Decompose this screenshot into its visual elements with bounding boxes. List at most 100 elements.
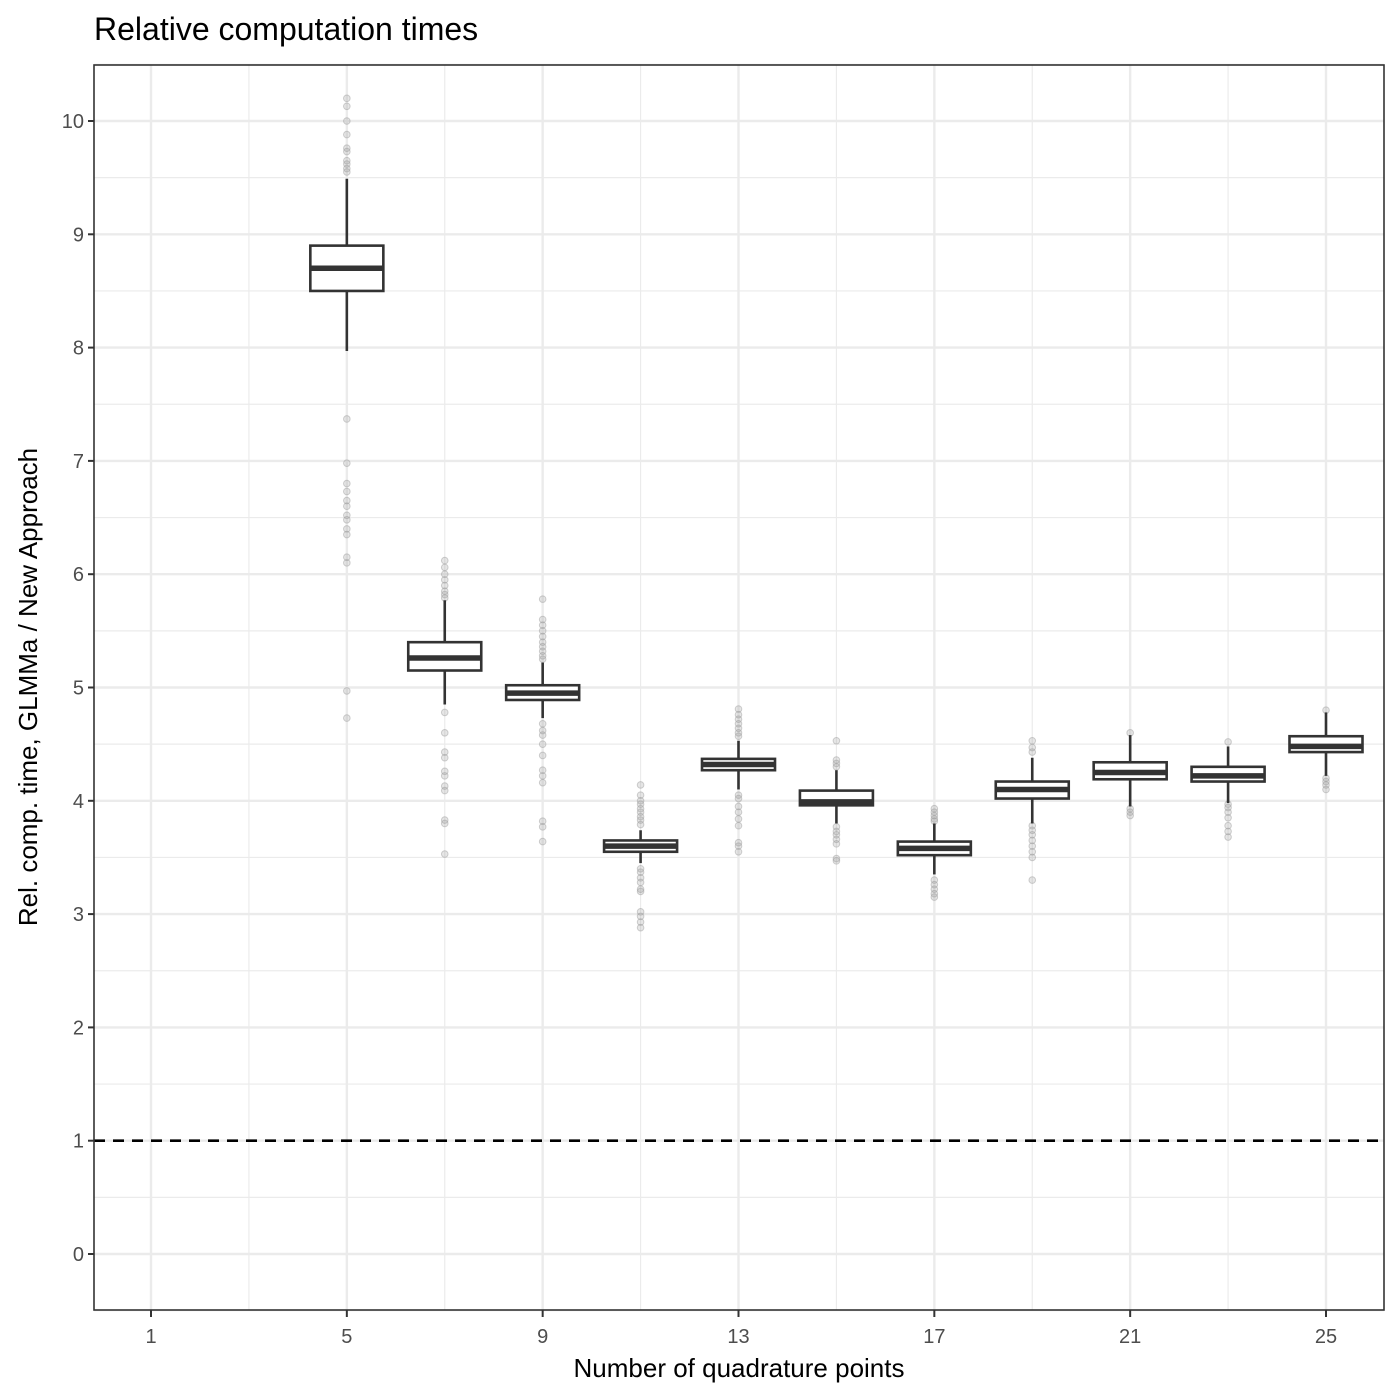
outlier-point — [440, 708, 449, 717]
outlier-point — [734, 808, 743, 816]
outlier-point — [1126, 808, 1134, 816]
outlier-point — [930, 893, 939, 901]
boxplot-21 — [1092, 735, 1168, 807]
outlier-point — [832, 827, 841, 836]
x-tick-label: 9 — [537, 1326, 548, 1348]
outlier-point — [538, 772, 547, 780]
boxplot-19 — [994, 757, 1071, 824]
x-axis-title: Number of quadrature points — [574, 1353, 905, 1383]
boxplot-15 — [798, 770, 875, 824]
outlier-point — [636, 800, 645, 808]
outlier-point — [636, 912, 645, 921]
outlier-point — [1224, 821, 1232, 830]
outlier-point — [343, 164, 351, 173]
y-tick-label: 6 — [73, 564, 84, 586]
outlier-point — [734, 821, 743, 830]
x-tick-label: 1 — [145, 1326, 156, 1348]
boxplot-11 — [602, 830, 679, 864]
boxplot-23 — [1190, 746, 1266, 804]
outlier-point — [538, 726, 547, 735]
outlier-point — [832, 854, 841, 863]
outlier-point — [832, 823, 841, 831]
boxplot-5 — [309, 178, 385, 351]
outlier-point — [734, 719, 743, 728]
outlier-point — [440, 782, 449, 790]
outlier-point — [343, 525, 351, 533]
outlier-point — [636, 864, 645, 873]
outlier-point — [343, 130, 351, 139]
outlier-point — [636, 885, 645, 893]
outlier-point — [636, 868, 645, 876]
outlier-point — [538, 627, 547, 635]
outlier-point — [734, 802, 743, 811]
outlier-point — [538, 778, 547, 787]
boxplot-25 — [1288, 712, 1364, 776]
outlier-point — [440, 753, 449, 762]
outlier-point — [440, 556, 449, 565]
boxplot-17 — [896, 823, 973, 875]
outlier-point — [440, 587, 449, 595]
outlier-point — [636, 887, 645, 896]
outlier-point — [343, 415, 351, 423]
outlier-point — [832, 759, 841, 768]
outlier-point — [1028, 826, 1037, 835]
outlier-point — [636, 812, 645, 821]
boxplot-9 — [504, 662, 581, 719]
outlier-point — [636, 797, 645, 805]
outlier-point — [832, 736, 841, 745]
outlier-point — [343, 496, 351, 505]
outlier-point — [734, 715, 743, 724]
outlier-point — [1028, 847, 1037, 856]
outlier-point — [440, 729, 449, 737]
outlier-point — [832, 835, 841, 844]
outlier-point — [343, 168, 351, 176]
outlier-point — [832, 763, 841, 771]
x-tick-label: 13 — [727, 1326, 749, 1348]
outlier-point — [343, 160, 351, 168]
outlier-point — [343, 94, 351, 103]
outlier-point — [734, 847, 743, 856]
outlier-point — [343, 487, 351, 496]
outlier-point — [1224, 808, 1232, 816]
outlier-point — [343, 156, 351, 165]
outlier-point — [538, 817, 547, 825]
outlier-point — [930, 808, 939, 816]
outlier-point — [538, 740, 547, 748]
outlier-point — [440, 581, 449, 590]
outlier-point — [734, 794, 743, 803]
outlier-point — [636, 908, 645, 916]
outlier-point — [538, 837, 547, 846]
outlier-point — [538, 655, 547, 663]
y-tick-label: 0 — [73, 1244, 84, 1266]
y-axis-title: Rel. comp. time, GLMMa / New Approach — [13, 448, 43, 926]
outlier-point — [440, 786, 449, 795]
outlier-point — [1224, 813, 1232, 822]
outlier-point — [734, 842, 743, 850]
outlier-point — [440, 590, 449, 599]
outlier-point — [1322, 777, 1330, 786]
outlier-point — [538, 651, 547, 660]
outlier-point — [440, 767, 449, 776]
outlier-point — [1028, 830, 1037, 839]
outlier-point — [734, 791, 743, 799]
outlier-point — [1028, 853, 1037, 862]
outlier-point — [538, 719, 547, 728]
outlier-point — [1028, 836, 1037, 845]
outlier-point — [538, 731, 547, 739]
boxplots — [309, 178, 1364, 875]
y-tick-label: 10 — [62, 111, 84, 133]
outlier-point — [636, 808, 645, 816]
outlier-point — [1224, 738, 1232, 746]
outlier-point — [538, 642, 547, 651]
outlier-point — [440, 819, 449, 828]
x-tick-label: 21 — [1119, 1326, 1141, 1348]
outlier-point — [734, 732, 743, 741]
outlier-point — [343, 516, 351, 524]
outlier-point — [538, 632, 547, 641]
outlier-point — [440, 576, 449, 584]
outlier-point — [636, 923, 645, 932]
outlier-point — [636, 820, 645, 829]
outlier-point — [636, 878, 645, 887]
outlier-point — [1322, 785, 1330, 794]
outlier-point — [343, 687, 351, 695]
